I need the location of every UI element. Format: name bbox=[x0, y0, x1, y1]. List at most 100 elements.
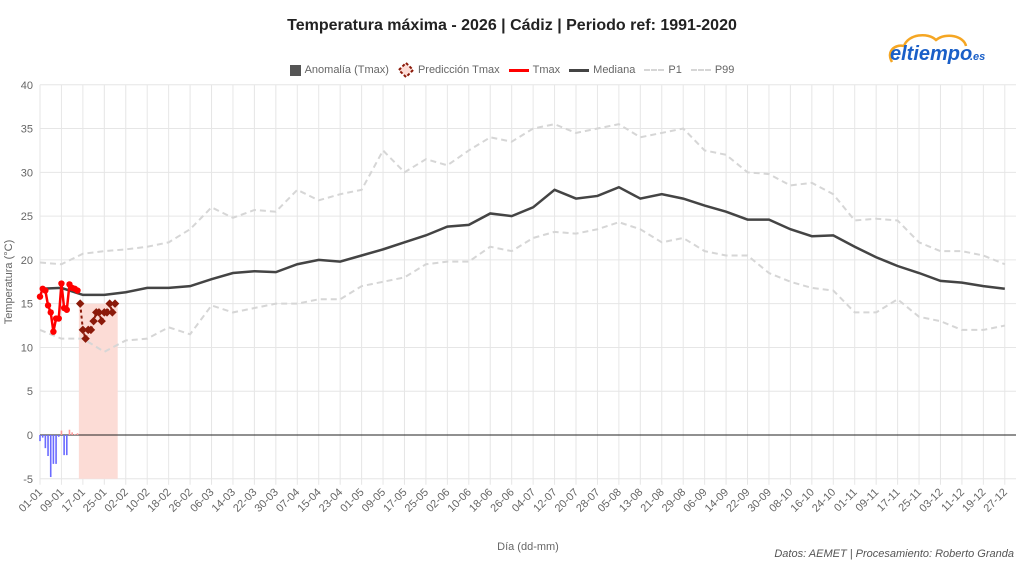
x-tick-label: 25-01 bbox=[81, 486, 109, 514]
tmax-point bbox=[63, 306, 70, 313]
x-tick-label: 14-09 bbox=[703, 486, 731, 514]
y-tick-label: 10 bbox=[21, 342, 33, 354]
x-tick-label: 19-12 bbox=[960, 486, 988, 514]
x-tick-label: 30-03 bbox=[253, 486, 281, 514]
dashed-line-icon bbox=[690, 69, 711, 71]
anomaly-bar bbox=[52, 435, 55, 464]
legend-label: P99 bbox=[714, 64, 735, 76]
x-tick-label: 09-05 bbox=[360, 486, 388, 514]
legend-mediana[interactable]: Mediana bbox=[569, 64, 635, 76]
prediction-point bbox=[94, 308, 104, 317]
prediction-point bbox=[81, 334, 90, 343]
y-tick-label: 40 bbox=[21, 80, 33, 92]
dashed-line-icon bbox=[644, 69, 665, 71]
x-tick-label: 26-06 bbox=[488, 486, 516, 514]
y-tick-label: -5 bbox=[23, 474, 33, 486]
x-tick-label: 02-02 bbox=[102, 486, 130, 514]
x-tick-label: 30-09 bbox=[746, 486, 774, 514]
x-tick-label: 24-10 bbox=[810, 486, 838, 514]
x-tick-label: 21-08 bbox=[638, 486, 666, 514]
anomaly-bar bbox=[55, 435, 57, 464]
x-tick-label: 10-06 bbox=[446, 486, 474, 514]
anomaly-bar bbox=[49, 435, 52, 478]
x-tick-label: 22-03 bbox=[231, 486, 259, 514]
x-tick-label: 27-12 bbox=[982, 486, 1010, 514]
tmax-point bbox=[36, 293, 44, 300]
x-tick-label: 15-04 bbox=[295, 486, 323, 514]
square-icon bbox=[289, 64, 301, 76]
x-tick-label: 01-01 bbox=[17, 486, 45, 514]
x-tick-label: 18-02 bbox=[145, 486, 173, 514]
legend-prediccion[interactable]: Predicción Tmax bbox=[397, 62, 500, 78]
chart-title: Temperatura máxima - 2026 | Cádiz | Peri… bbox=[287, 17, 737, 34]
tmax-point bbox=[50, 328, 57, 335]
x-tick-label: 17-05 bbox=[381, 486, 409, 514]
x-tick-label: 14-03 bbox=[210, 486, 238, 514]
y-tick-label: 5 bbox=[27, 386, 33, 398]
legend-anomalia[interactable]: Anomalía (Tmax) bbox=[289, 64, 389, 76]
tmax-point bbox=[74, 287, 81, 294]
anomaly-bar bbox=[74, 434, 76, 435]
x-axis-title: Día (dd-mm) bbox=[497, 541, 559, 553]
anomaly-bar bbox=[44, 435, 47, 449]
legend-label: Mediana bbox=[593, 64, 636, 76]
y-tick-label: 30 bbox=[21, 167, 33, 179]
tmax-point bbox=[42, 287, 49, 294]
anomaly-bar bbox=[41, 435, 44, 438]
x-tick-label: 25-05 bbox=[403, 486, 431, 514]
legend-p1[interactable]: P1 bbox=[644, 64, 682, 76]
prediction-point bbox=[78, 325, 88, 335]
logo-text: eltiempo bbox=[890, 43, 972, 65]
x-tick-label: 10-02 bbox=[124, 486, 152, 514]
anomaly-bar bbox=[60, 430, 63, 435]
tmax-point bbox=[58, 280, 65, 287]
anomaly-bar bbox=[71, 432, 73, 435]
anomaly-bar bbox=[57, 435, 60, 437]
tmax-point bbox=[47, 309, 54, 316]
anomaly-bar bbox=[66, 435, 68, 456]
prediction-point bbox=[97, 316, 106, 326]
legend-label: Tmax bbox=[532, 64, 561, 76]
x-tick-label: 23-04 bbox=[317, 486, 345, 514]
diamond-icon bbox=[397, 62, 414, 78]
series-p1 bbox=[39, 221, 1006, 353]
prediction-point bbox=[89, 316, 98, 326]
anomaly-bar bbox=[47, 435, 49, 457]
x-tick-label: 01-05 bbox=[338, 486, 366, 514]
y-tick-label: 35 bbox=[21, 124, 33, 136]
y-tick-label: 15 bbox=[21, 299, 33, 311]
prediction-point bbox=[108, 308, 117, 317]
x-tick-label: 16-10 bbox=[789, 486, 817, 514]
series-p99 bbox=[39, 123, 1006, 266]
x-tick-label: 09-11 bbox=[853, 486, 881, 514]
x-tick-label: 17-11 bbox=[875, 486, 903, 514]
x-tick-label: 03-12 bbox=[917, 486, 945, 514]
legend: Anomalía (Tmax) Predicción Tmax Tmax Med… bbox=[0, 62, 1024, 78]
legend-p99[interactable]: P99 bbox=[690, 64, 735, 76]
x-tick-label: 09-01 bbox=[38, 486, 66, 514]
tmax-point bbox=[44, 302, 52, 309]
x-tick-label: 06-09 bbox=[681, 486, 709, 514]
y-tick-label: 0 bbox=[27, 430, 33, 442]
prediction-point bbox=[75, 299, 85, 308]
x-tick-label: 18-06 bbox=[467, 486, 495, 514]
x-tick-label: 02-06 bbox=[424, 486, 452, 514]
prediction-point bbox=[86, 325, 96, 335]
x-tick-label: 07-04 bbox=[274, 486, 302, 514]
series-mediana bbox=[39, 185, 1005, 297]
legend-label: Predicción Tmax bbox=[417, 64, 500, 76]
x-tick-label: 06-03 bbox=[188, 486, 216, 514]
anomaly-bar bbox=[63, 435, 65, 456]
x-tick-label: 12-07 bbox=[531, 486, 559, 514]
eltiempo-logo: eltiempo .es bbox=[884, 28, 994, 68]
x-tick-label: 20-07 bbox=[553, 486, 581, 514]
y-tick-label: 25 bbox=[21, 211, 33, 223]
legend-tmax[interactable]: Tmax bbox=[508, 64, 561, 76]
x-tick-label: 22-09 bbox=[724, 486, 752, 514]
x-tick-label: 01-11 bbox=[832, 486, 860, 514]
anomaly-bar bbox=[76, 433, 79, 435]
x-tick-label: 17-01 bbox=[60, 486, 88, 514]
y-tick-label: 20 bbox=[21, 255, 33, 267]
anomaly-bar bbox=[68, 429, 71, 435]
